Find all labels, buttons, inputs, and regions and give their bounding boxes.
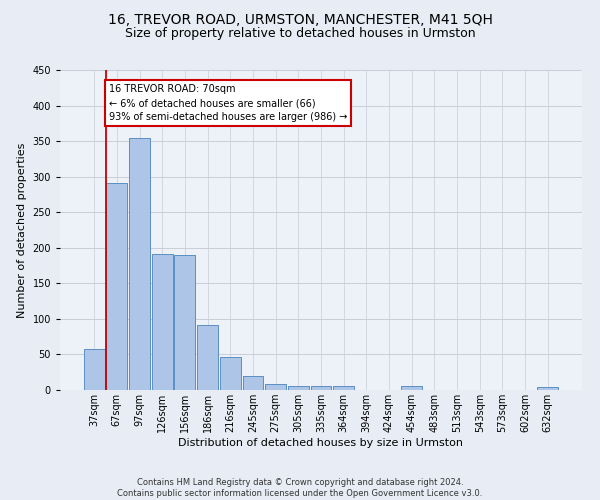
Bar xyxy=(106,183,127,390)
Bar xyxy=(333,386,354,390)
Bar xyxy=(288,386,309,390)
Bar xyxy=(152,254,173,390)
Text: 16 TREVOR ROAD: 70sqm
← 6% of detached houses are smaller (66)
93% of semi-detac: 16 TREVOR ROAD: 70sqm ← 6% of detached h… xyxy=(109,84,347,122)
Y-axis label: Number of detached properties: Number of detached properties xyxy=(17,142,27,318)
Bar xyxy=(538,387,558,390)
Bar xyxy=(220,358,241,390)
Bar xyxy=(265,384,286,390)
Bar xyxy=(129,138,150,390)
Bar xyxy=(175,255,196,390)
Bar xyxy=(84,349,104,390)
Bar xyxy=(242,376,263,390)
Text: 16, TREVOR ROAD, URMSTON, MANCHESTER, M41 5QH: 16, TREVOR ROAD, URMSTON, MANCHESTER, M4… xyxy=(107,12,493,26)
Bar xyxy=(197,324,218,390)
X-axis label: Distribution of detached houses by size in Urmston: Distribution of detached houses by size … xyxy=(179,438,464,448)
Text: Size of property relative to detached houses in Urmston: Size of property relative to detached ho… xyxy=(125,28,475,40)
Bar xyxy=(311,386,331,390)
Bar xyxy=(401,386,422,390)
Text: Contains HM Land Registry data © Crown copyright and database right 2024.
Contai: Contains HM Land Registry data © Crown c… xyxy=(118,478,482,498)
